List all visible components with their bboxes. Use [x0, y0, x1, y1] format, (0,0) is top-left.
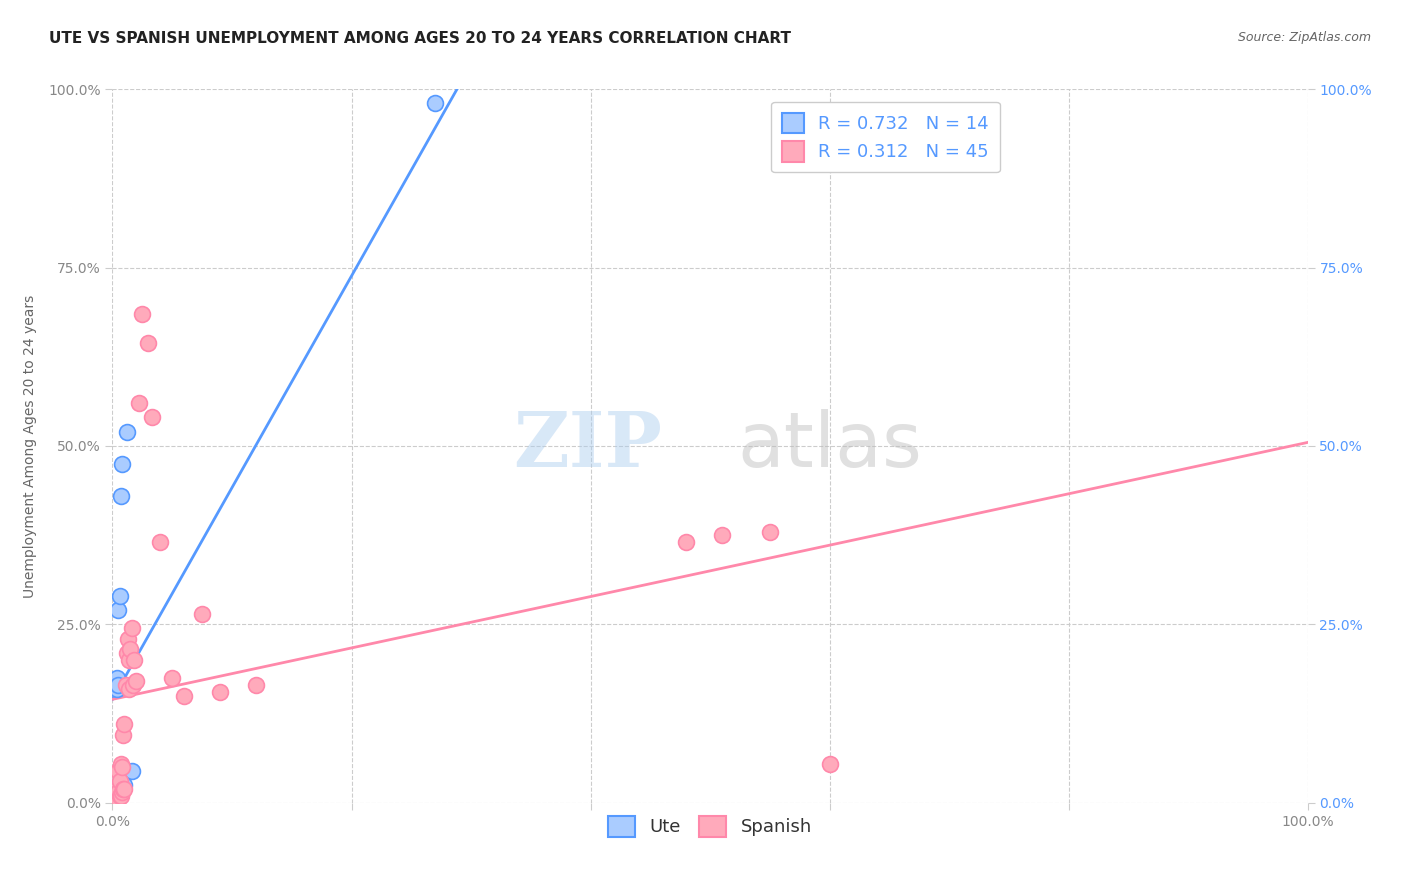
Point	[111, 785, 134, 799]
Point	[105, 781, 128, 796]
Point	[121, 764, 143, 778]
Point	[117, 632, 139, 646]
Point	[128, 396, 150, 410]
Point	[107, 785, 129, 799]
Point	[105, 789, 128, 803]
Point	[107, 678, 129, 692]
Point	[114, 717, 135, 731]
Point	[104, 792, 127, 806]
Text: atlas: atlas	[737, 409, 922, 483]
Point	[114, 678, 136, 692]
Point	[191, 607, 214, 621]
Point	[818, 756, 841, 771]
Point	[162, 671, 183, 685]
Point	[110, 789, 132, 803]
Point	[108, 789, 131, 803]
Point	[759, 524, 782, 539]
Point	[114, 781, 135, 796]
Point	[138, 335, 160, 350]
Point	[107, 764, 129, 778]
Point	[121, 621, 143, 635]
Y-axis label: Unemployment Among Ages 20 to 24 years: Unemployment Among Ages 20 to 24 years	[22, 294, 37, 598]
Point	[111, 760, 134, 774]
Point	[173, 689, 195, 703]
Point	[108, 774, 131, 789]
Point	[110, 756, 132, 771]
Point	[111, 457, 134, 471]
Point	[245, 678, 267, 692]
Point	[104, 792, 127, 806]
Point	[105, 681, 128, 696]
Point	[149, 535, 172, 549]
Point	[711, 528, 734, 542]
Legend: Ute, Spanish: Ute, Spanish	[600, 808, 820, 844]
Point	[115, 425, 138, 439]
Point	[131, 307, 153, 321]
Point	[118, 681, 141, 696]
Point	[122, 653, 145, 667]
Point	[115, 646, 138, 660]
Point	[114, 778, 135, 792]
Point	[118, 653, 141, 667]
Point	[107, 603, 129, 617]
Point	[105, 789, 128, 803]
Text: UTE VS SPANISH UNEMPLOYMENT AMONG AGES 20 TO 24 YEARS CORRELATION CHART: UTE VS SPANISH UNEMPLOYMENT AMONG AGES 2…	[49, 31, 792, 46]
Point	[105, 792, 128, 806]
Point	[112, 781, 135, 796]
Text: Source: ZipAtlas.com: Source: ZipAtlas.com	[1237, 31, 1371, 45]
Point	[121, 678, 143, 692]
Point	[112, 728, 135, 742]
Point	[107, 792, 129, 806]
Point	[209, 685, 232, 699]
Point	[120, 642, 142, 657]
Text: ZIP: ZIP	[513, 409, 662, 483]
Point	[675, 535, 697, 549]
Point	[425, 96, 447, 111]
Point	[104, 789, 127, 803]
Point	[125, 674, 148, 689]
Point	[105, 671, 128, 685]
Point	[110, 774, 132, 789]
Point	[105, 781, 128, 796]
Point	[110, 489, 132, 503]
Point	[141, 410, 163, 425]
Point	[105, 792, 128, 806]
Point	[103, 792, 125, 806]
Point	[108, 589, 131, 603]
